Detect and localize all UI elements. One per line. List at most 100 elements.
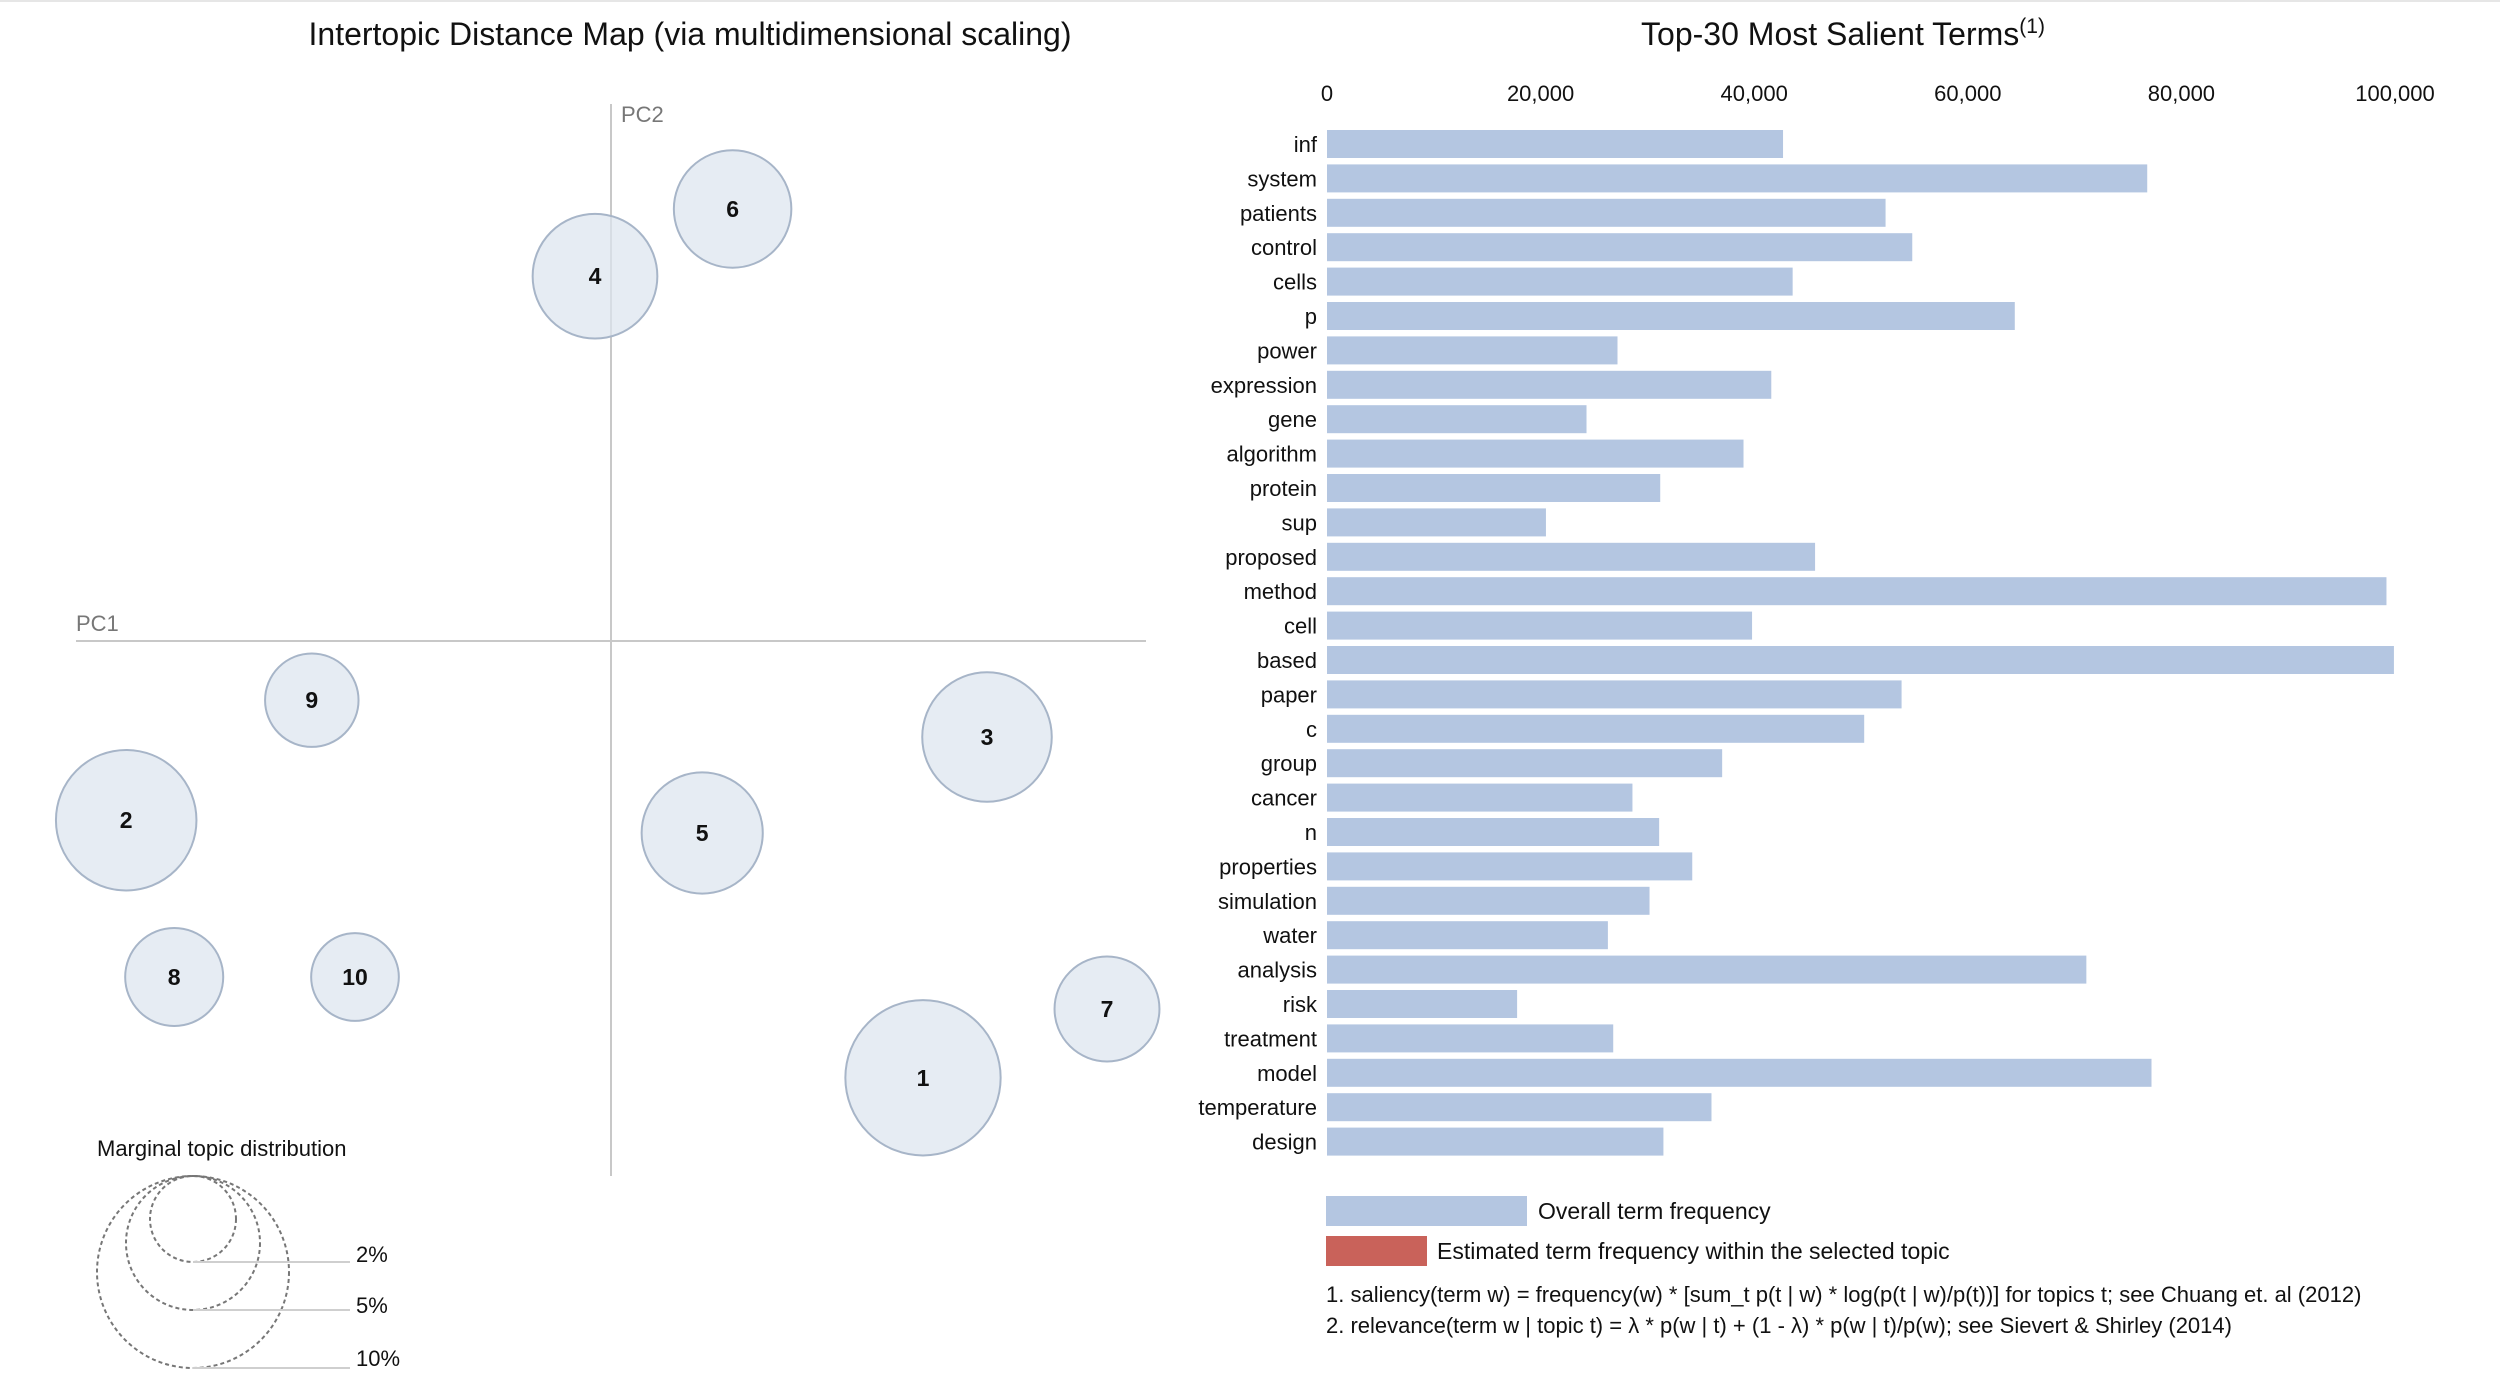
term-label-cells[interactable]: cells (1273, 270, 1317, 295)
top-divider (0, 0, 2500, 2)
term-bar-temperature[interactable] (1327, 1093, 1712, 1122)
term-label-algorithm[interactable]: algorithm (1227, 442, 1317, 467)
legend-swatch-overall (1326, 1196, 1527, 1226)
salient-terms-panel: Top-30 Most Salient Terms(1) 0 20,000 40,0… (1198, 15, 2434, 1338)
x-tick-label: 60,000 (1934, 81, 2001, 106)
topic-circle-10[interactable] (310, 932, 400, 1022)
marginal-circle-2pct (149, 1175, 237, 1263)
term-frequency-axis: 0 20,000 40,000 60,000 80,000 100,000 (1321, 81, 2435, 106)
term-bar-model[interactable] (1327, 1058, 2152, 1087)
term-bar-paper[interactable] (1327, 680, 1902, 709)
x-tick-label: 100,000 (2355, 81, 2435, 106)
term-label-model[interactable]: model (1257, 1061, 1317, 1086)
term-bar-inf[interactable] (1327, 130, 1784, 158)
term-label-system[interactable]: system (1247, 166, 1317, 191)
term-bar-analysis[interactable] (1327, 955, 2087, 984)
term-label-cell[interactable]: cell (1284, 614, 1317, 639)
term-bar-c[interactable] (1327, 714, 1865, 743)
term-label-patients[interactable]: patients (1240, 201, 1317, 226)
term-label-temperature[interactable]: temperature (1198, 1095, 1317, 1120)
topic-label-1: 1 (917, 1065, 930, 1091)
term-bar-algorithm[interactable] (1327, 439, 1744, 468)
term-label-based[interactable]: based (1257, 648, 1317, 673)
term-label-group[interactable]: group (1261, 751, 1317, 776)
topic-label-6: 6 (726, 196, 739, 222)
term-bar-n[interactable] (1327, 818, 1660, 846)
term-label-protein[interactable]: protein (1250, 476, 1317, 501)
x-tick-label: 80,000 (2148, 81, 2215, 106)
term-label-method[interactable]: method (1244, 579, 1317, 604)
term-label-gene[interactable]: gene (1268, 407, 1317, 432)
legend-label-estimated: Estimated term frequency within the sele… (1437, 1238, 1950, 1264)
term-label-treatment[interactable]: treatment (1224, 1026, 1317, 1051)
term-bar-expression[interactable] (1327, 370, 1772, 399)
term-label-design[interactable]: design (1252, 1130, 1317, 1155)
term-bar-p[interactable] (1327, 302, 2015, 330)
term-bar-water[interactable] (1327, 921, 1608, 950)
term-bar-simulation[interactable] (1327, 886, 1650, 915)
term-bar-system[interactable] (1327, 164, 2148, 193)
pc2-axis-label: PC2 (621, 102, 664, 127)
term-label-water[interactable]: water (1262, 923, 1317, 948)
term-bar-sup[interactable] (1327, 508, 1546, 537)
term-label-control[interactable]: control (1251, 235, 1317, 260)
topic-label-5: 5 (696, 820, 709, 846)
term-label-simulation[interactable]: simulation (1218, 889, 1317, 914)
term-bar-power[interactable] (1327, 336, 1618, 365)
marginal-circle-5pct (125, 1175, 261, 1311)
term-bar-cell[interactable] (1327, 611, 1753, 640)
x-tick-label: 40,000 (1721, 81, 1788, 106)
topic-circle-1[interactable] (844, 999, 1002, 1157)
term-label-properties[interactable]: properties (1219, 854, 1317, 879)
topic-label-3: 3 (981, 724, 994, 750)
footnote-saliency: 1. saliency(term w) = frequency(w) * [su… (1326, 1282, 2361, 1307)
term-bar-treatment[interactable] (1327, 1024, 1614, 1053)
topic-circle-2[interactable] (54, 748, 198, 892)
topic-circle-4[interactable] (531, 212, 659, 340)
topic-circle-7[interactable] (1053, 955, 1161, 1063)
term-bar-patients[interactable] (1327, 198, 1886, 227)
term-bar-proposed[interactable] (1327, 542, 1816, 571)
term-label-sup[interactable]: sup (1282, 510, 1317, 535)
term-bar-control[interactable] (1327, 233, 1913, 262)
term-bar-gene[interactable] (1327, 405, 1587, 434)
topic-circle-6[interactable] (672, 149, 793, 269)
term-label-cancer[interactable]: cancer (1251, 786, 1317, 811)
term-label-p[interactable]: p (1305, 304, 1317, 329)
term-bar-cancer[interactable] (1327, 783, 1633, 812)
term-label-inf[interactable]: inf (1294, 132, 1318, 157)
topic-circle-9[interactable] (264, 652, 360, 748)
term-bar-method[interactable] (1327, 577, 2387, 606)
term-bar-group[interactable] (1327, 749, 1723, 778)
term-label-n[interactable]: n (1305, 820, 1317, 845)
topic-circle-8[interactable] (124, 926, 225, 1028)
term-bar-based[interactable] (1327, 646, 2394, 674)
x-tick-label: 20,000 (1507, 81, 1574, 106)
term-label-c[interactable]: c (1306, 717, 1317, 742)
topic-label-4: 4 (589, 263, 602, 289)
term-label-analysis[interactable]: analysis (1238, 958, 1317, 983)
term-label-power[interactable]: power (1257, 338, 1317, 363)
term-label-expression[interactable]: expression (1211, 373, 1317, 398)
marginal-label-5pct: 5% (356, 1293, 388, 1318)
term-bar-properties[interactable] (1327, 852, 1693, 881)
term-bar-design[interactable] (1327, 1127, 1664, 1156)
term-bar-risk[interactable] (1327, 990, 1518, 1018)
topic-circles: 1 2 3 4 5 6 7 8 9 10 (54, 149, 1161, 1157)
topic-label-10: 10 (342, 964, 368, 990)
term-label-risk[interactable]: risk (1283, 992, 1318, 1017)
pc1-axis-label: PC1 (76, 611, 119, 636)
term-bar-cells[interactable] (1327, 267, 1793, 296)
term-bars: inf system patients control cells p power expre… (1198, 130, 2394, 1156)
intertopic-panel: Intertopic Distance Map (via multidimens… (54, 16, 1161, 1371)
term-bar-protein[interactable] (1327, 474, 1661, 502)
topic-circle-3[interactable] (921, 671, 1053, 803)
term-label-proposed[interactable]: proposed (1225, 545, 1317, 570)
legend-swatch-estimated (1326, 1236, 1427, 1266)
term-label-paper[interactable]: paper (1261, 682, 1317, 707)
topic-label-8: 8 (168, 964, 181, 990)
salient-terms-title: Top-30 Most Salient Terms(1) (1641, 15, 2045, 52)
x-tick-label: 0 (1321, 81, 1333, 106)
topic-circle-5[interactable] (640, 771, 764, 895)
